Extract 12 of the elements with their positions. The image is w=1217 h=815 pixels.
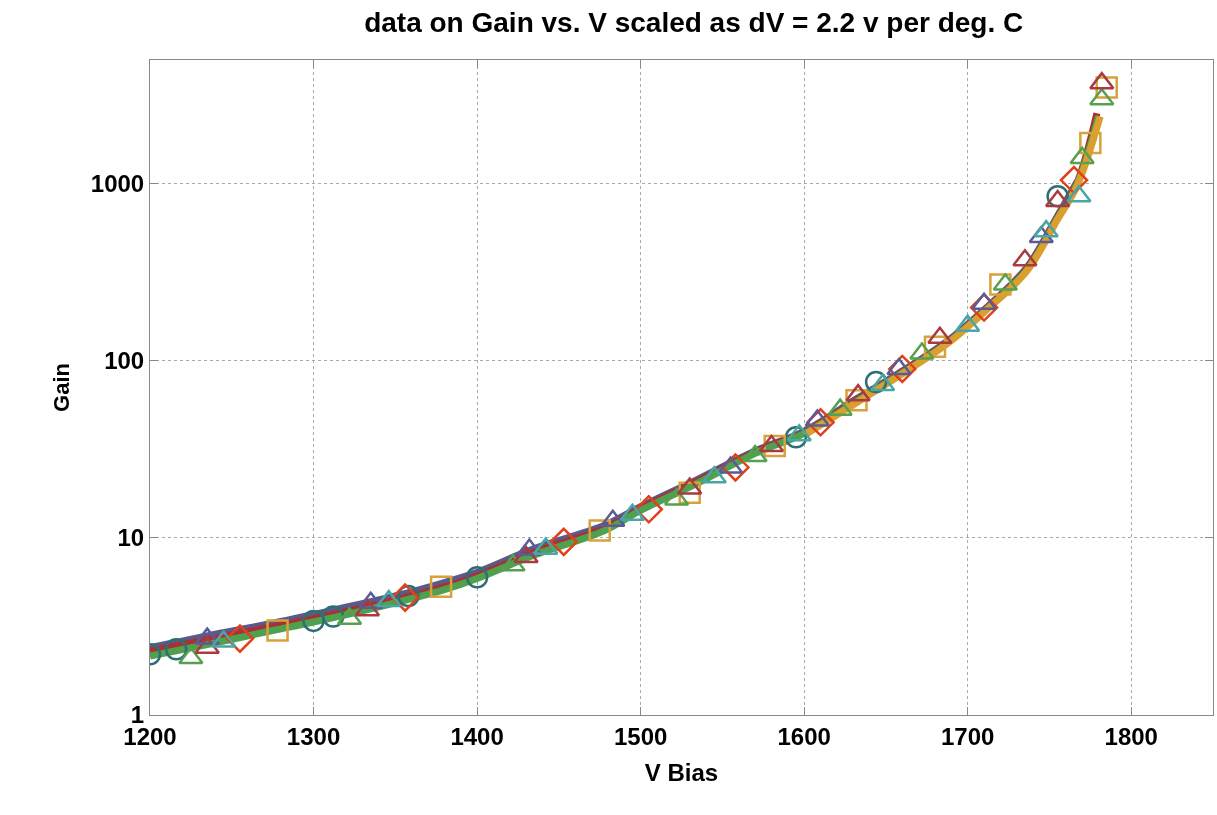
x-tick-label: 1700	[940, 722, 995, 750]
y-tick-label: 10	[117, 524, 145, 552]
x-tick-label: 1800	[1104, 722, 1158, 750]
chart-title: data on Gain vs. V scaled as dV = 2.2 v per deg. C	[364, 6, 1024, 38]
x-tick-label: 1500	[613, 722, 668, 750]
x-tick-label: 1300	[286, 722, 341, 750]
y-tick-label: 1000	[90, 170, 145, 198]
y-axis-title: Gain	[48, 363, 74, 412]
x-tick-label: 1400	[450, 722, 504, 750]
x-tick-label: 1600	[777, 722, 831, 750]
y-tick-label: 100	[104, 347, 145, 375]
x-axis-title: V Bias	[644, 759, 719, 787]
